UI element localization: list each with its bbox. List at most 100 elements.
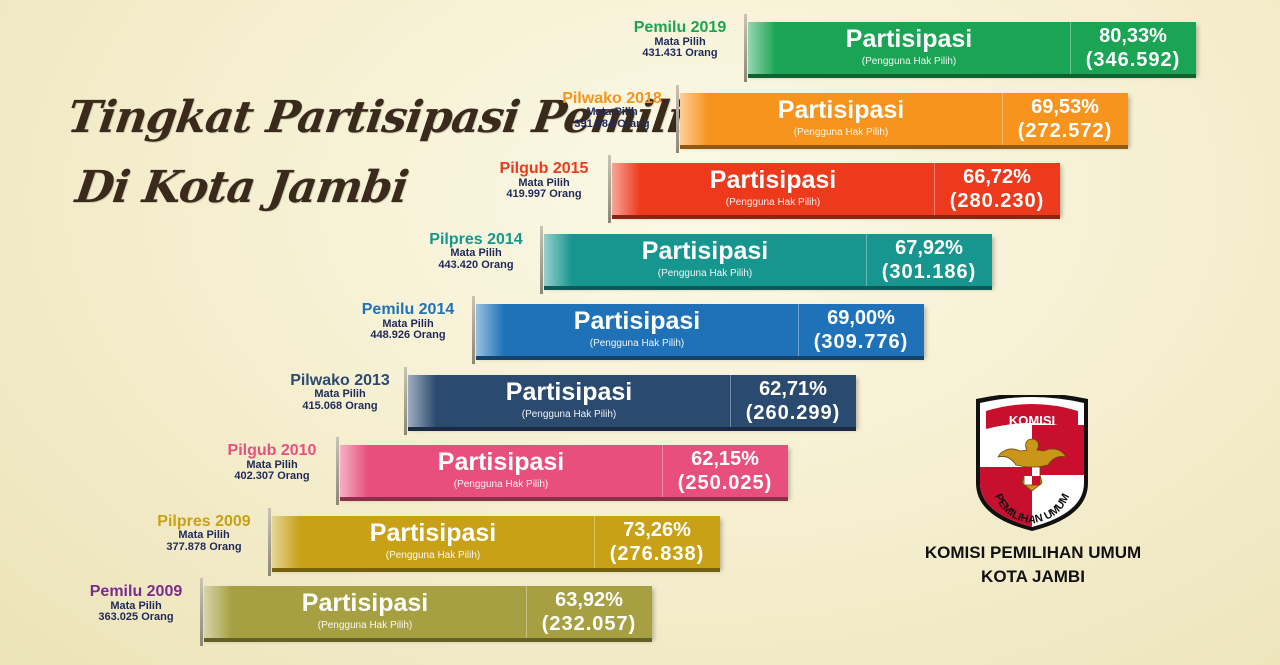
bar-title: Partisipasi (505, 377, 633, 406)
mata-pilih-caption: Mata Pilih (178, 529, 230, 542)
voters-used-count: (346.592) (1085, 49, 1181, 71)
election-name: Pilpres 2009 (157, 512, 251, 530)
logo-top-text: KOMISI (1009, 413, 1055, 428)
election-name: Pemilu 2019 (633, 19, 727, 36)
participation-bar: Partisipasi (Pengguna Hak Pilih) 66,72% (28… (612, 163, 1060, 219)
bar-separator (798, 304, 799, 356)
bar-subtitle: (Pengguna Hak Pilih) (725, 197, 821, 208)
participation-bar: Partisipasi (Pengguna Hak Pilih) 63,92% (23… (204, 586, 652, 642)
election-name: Pilgub 2010 (227, 442, 317, 459)
kpu-name-line2: KOTA JAMBI (981, 567, 1085, 586)
bar-separator (594, 515, 595, 568)
mata-pilih-count: 419.997 Orang (506, 188, 582, 201)
election-name: Pilpres 2014 (429, 230, 523, 248)
election-name: Pemilu 2014 (361, 301, 455, 318)
row-divider (404, 366, 407, 435)
mata-pilih-count: 443.420 Orang (438, 258, 514, 271)
row-label: Pilpres 2014 Mata Pilih 443.420 Orang (416, 230, 536, 272)
participation-bar: Partisipasi (Pengguna Hak Pilih) 69,00% (30… (476, 304, 924, 360)
voters-used-count: (280.230) (949, 190, 1045, 212)
bar-highlight (408, 374, 436, 427)
participation-percent: 67,92% (895, 236, 963, 259)
bar-highlight (476, 304, 504, 356)
participation-bar: Partisipasi (Pengguna Hak Pilih) 73,26% (27… (272, 515, 720, 572)
mata-pilih-caption: Mata Pilih (450, 247, 502, 260)
participation-percent: 63,92% (555, 589, 623, 611)
row-divider (608, 155, 611, 223)
bar-highlight (680, 92, 708, 145)
bar-edge (544, 285, 992, 290)
bar-separator (866, 233, 867, 286)
bar-subtitle: (Pengguna Hak Pilih) (657, 267, 753, 279)
bar-edge (408, 426, 856, 431)
mata-pilih-caption: Mata Pilih (110, 599, 162, 612)
bar-separator (662, 445, 663, 497)
voters-used-count: (232.057) (541, 613, 637, 635)
kpu-logo: KOMISI PEMILIHAN UMUM (976, 395, 1088, 531)
bar-highlight (544, 233, 572, 286)
election-name: Pilwako 2013 (290, 371, 390, 389)
election-name: Pilgub 2015 (499, 160, 589, 177)
mata-pilih-caption: Mata Pilih (654, 35, 706, 48)
participation-percent: 62,15% (691, 448, 759, 470)
row-divider (336, 437, 339, 505)
mata-pilih-count: 377.878 Orang (166, 540, 242, 553)
mata-pilih-count: 431.431 Orang (642, 47, 718, 60)
bar-edge (272, 567, 720, 572)
bar-title: Partisipasi (301, 589, 429, 617)
participation-percent: 80,33% (1099, 25, 1167, 47)
garuda-icon (997, 438, 1067, 492)
row-divider (676, 84, 679, 153)
mata-pilih-caption: Mata Pilih (246, 458, 298, 471)
bar-highlight (204, 586, 232, 638)
chart-title-line2: Di Kota Jambi (72, 162, 411, 213)
bar-edge (748, 74, 1196, 78)
bar-title: Partisipasi (777, 95, 905, 124)
bar-edge (204, 638, 652, 642)
bar-subtitle: (Pengguna Hak Pilih) (317, 620, 413, 631)
row-label: Pilwako 2013 Mata Pilih 415.068 Orang (280, 371, 400, 413)
row-label: Pemilu 2014 Mata Pilih 448.926 Orang (348, 301, 468, 342)
bar-title: Partisipasi (709, 166, 837, 194)
bar-subtitle: (Pengguna Hak Pilih) (385, 549, 481, 561)
voters-used-count: (276.838) (609, 542, 705, 565)
bar-highlight (748, 22, 776, 74)
bar-separator (1070, 22, 1071, 74)
bar-edge (680, 144, 1128, 149)
row-divider (200, 578, 203, 646)
bar-separator (526, 586, 527, 638)
bar-title: Partisipasi (641, 236, 769, 265)
participation-percent: 69,00% (827, 307, 895, 329)
bar-highlight (272, 515, 300, 568)
voters-used-count: (272.572) (1017, 119, 1113, 142)
bar-edge (612, 215, 1060, 219)
participation-bar: Partisipasi (Pengguna Hak Pilih) 62,71% (26… (408, 374, 856, 431)
row-label: Pilwako 2018 Mata Pilih 391.984 Orang (552, 90, 672, 131)
row-label: Pilgub 2015 Mata Pilih 419.997 Orang (484, 160, 604, 201)
participation-percent: 62,71% (759, 377, 827, 400)
bar-title: Partisipasi (369, 518, 497, 547)
bar-subtitle: (Pengguna Hak Pilih) (793, 126, 889, 138)
bar-separator (934, 163, 935, 215)
participation-percent: 73,26% (623, 518, 691, 541)
row-label: Pilpres 2009 Mata Pilih 377.878 Orang (144, 512, 264, 554)
mata-pilih-count: 415.068 Orang (302, 399, 378, 412)
participation-bar: Partisipasi (Pengguna Hak Pilih) 80,33% (34… (748, 22, 1196, 78)
bar-highlight (612, 163, 640, 215)
mata-pilih-count: 402.307 Orang (234, 470, 310, 483)
kpu-name-line1: KOMISI PEMILIHAN UMUM (924, 543, 1142, 562)
bar-subtitle: (Pengguna Hak Pilih) (453, 479, 549, 490)
mata-pilih-count: 448.926 Orang (370, 329, 446, 342)
voters-used-count: (301.186) (881, 260, 977, 283)
mata-pilih-caption: Mata Pilih (586, 106, 638, 119)
bar-edge (340, 497, 788, 501)
mata-pilih-caption: Mata Pilih (314, 388, 366, 401)
row-label: Pilgub 2010 Mata Pilih 402.307 Orang (212, 442, 332, 483)
row-divider (268, 507, 271, 576)
participation-percent: 66,72% (963, 166, 1031, 188)
bar-separator (1002, 92, 1003, 145)
bar-title: Partisipasi (573, 307, 701, 335)
row-label: Pemilu 2009 Mata Pilih 363.025 Orang (76, 583, 196, 624)
row-divider (472, 296, 475, 364)
